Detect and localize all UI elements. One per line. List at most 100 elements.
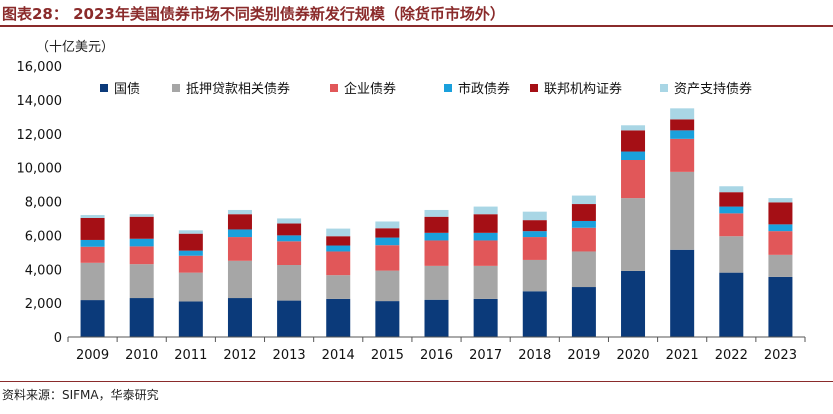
bar-segment-市政债券-2016 [424,232,449,241]
bar-segment-国债-2011 [178,301,203,337]
x-tick-label: 2014 [322,348,355,363]
x-tick-label: 2012 [223,348,256,363]
y-tick-label: 8,000 [25,196,62,211]
bar-segment-国债-2021 [670,249,695,337]
bar-segment-联邦机构证券-2021 [670,119,695,131]
bar-segment-市政债券-2012 [227,229,252,238]
bar-segment-联邦机构证券-2020 [621,130,646,152]
bar-segment-资产支持债券-2011 [178,230,203,234]
bar-segment-抵押贷款相关债券-2017 [473,265,498,299]
legend-label: 抵押贷款相关债券 [186,81,290,97]
bar-segment-市政债券-2010 [129,238,154,247]
legend-label: 国债 [114,82,140,97]
bar-segment-联邦机构证券-2014 [326,236,351,246]
bar-segment-企业债券-2009 [80,246,105,263]
bar-segment-市政债券-2021 [670,130,695,139]
bar-segment-企业债券-2022 [719,213,744,237]
bar-segment-国债-2020 [621,270,646,337]
bar-segment-抵押贷款相关债券-2016 [424,265,449,300]
bar-segment-企业债券-2011 [178,255,203,273]
bar-segment-企业债券-2012 [227,237,252,261]
y-tick-label: 14,000 [17,94,63,109]
bar-segment-企业债券-2015 [375,245,400,271]
bar-segment-资产支持债券-2014 [326,228,351,237]
x-tick-label: 2019 [567,348,600,363]
bar-segment-抵押贷款相关债券-2014 [326,275,351,299]
bar-segment-资产支持债券-2009 [80,215,105,218]
x-tick-label: 2020 [616,348,649,363]
x-tick-label: 2010 [125,348,158,363]
bar-segment-资产支持债券-2015 [375,221,400,229]
bar-segment-国债-2017 [473,298,498,337]
bar-segment-资产支持债券-2020 [621,125,646,131]
bar-segment-国债-2012 [227,298,252,337]
bar-segment-企业债券-2013 [277,241,302,266]
bar-segment-国债-2022 [719,272,744,337]
bar-segment-市政债券-2020 [621,151,646,161]
legend-label: 市政债券 [458,81,510,97]
bar-segment-联邦机构证券-2009 [80,217,105,240]
bar-segment-市政债券-2017 [473,232,498,241]
x-tick-label: 2015 [371,348,404,363]
bar-segment-国债-2015 [375,301,400,337]
bar-segment-国债-2014 [326,298,351,337]
bar-segment-联邦机构证券-2011 [178,233,203,251]
bar-segment-联邦机构证券-2015 [375,228,400,238]
bar-segment-抵押贷款相关债券-2019 [571,251,596,288]
y-tick-label: 16,000 [17,60,63,75]
bar-segment-国债-2023 [768,276,793,337]
bar-segment-联邦机构证券-2017 [473,214,498,233]
y-tick-label: 2,000 [25,297,62,312]
x-tick-label: 2013 [273,348,306,363]
x-tick-label: 2011 [174,348,207,363]
x-tick-label: 2018 [518,348,551,363]
y-axis: 0 2,000 4,000 6,000 8,000 10,000 12,000 14,000 1… [17,60,63,346]
bar-segment-资产支持债券-2022 [719,186,744,193]
bar-segment-市政债券-2023 [768,224,793,232]
legend-swatch-国债 [100,84,108,92]
bar-segment-联邦机构证券-2010 [129,216,154,239]
x-tick-label: 2016 [420,348,453,363]
title-bar: 图表28： 2023年美国债券市场不同类别债券新发行规模（除货币市场外） [0,0,833,27]
bar-segment-联邦机构证券-2016 [424,216,449,233]
bar-segment-抵押贷款相关债券-2012 [227,260,252,299]
bar-segment-企业债券-2019 [571,227,596,252]
x-tick-label: 2021 [666,348,699,363]
bar-segment-联邦机构证券-2022 [719,192,744,207]
legend-swatch-市政债券 [444,84,452,92]
stacked-bar-chart: 0 2,000 4,000 6,000 8,000 10,000 12,000 14,000 1… [17,60,806,363]
x-tick-label: 2023 [764,348,797,363]
source-note: 资料来源：SIFMA，华泰研究 [2,388,159,402]
bar-segment-联邦机构证券-2023 [768,202,793,225]
bar-segment-抵押贷款相关债券-2021 [670,171,695,250]
x-tick-label: 2017 [469,348,502,363]
y-tick-label: 12,000 [17,128,63,143]
bar-segment-抵押贷款相关债券-2009 [80,262,105,301]
bar-segment-企业债券-2010 [129,246,154,265]
bar-segment-抵押贷款相关债券-2013 [277,265,302,301]
bar-segment-国债-2016 [424,299,449,337]
bar-segment-市政债券-2018 [522,231,547,238]
legend: 国债 抵押贷款相关债券 企业债券 市政债券 联邦机构证券 资产支持债券 [100,81,752,97]
legend-swatch-联邦机构证券 [530,84,538,92]
bar-segment-抵押贷款相关债券-2018 [522,259,547,292]
bar-segment-抵押贷款相关债券-2010 [129,264,154,299]
legend-swatch-抵押贷款相关债券 [172,84,180,92]
legend-swatch-企业债券 [330,84,338,92]
legend-label: 资产支持债券 [674,81,752,97]
bar-segment-国债-2009 [80,300,105,337]
bar-segment-市政债券-2015 [375,237,400,246]
unit-label: （十亿美元） [36,40,115,55]
figure-title: 图表28： 2023年美国债券市场不同类别债券新发行规模（除货币市场外） [2,5,505,23]
bar-segment-企业债券-2017 [473,240,498,266]
bar-segment-企业债券-2021 [670,138,695,172]
bar-segment-市政债券-2022 [719,206,744,214]
bar-segment-联邦机构证券-2012 [227,214,252,230]
bar-segment-资产支持债券-2013 [277,218,302,224]
bar-segment-资产支持债券-2023 [768,198,793,203]
bar-segment-市政债券-2009 [80,239,105,247]
y-tick-label: 10,000 [17,162,63,177]
x-tick-label: 2022 [715,348,748,363]
bar-segment-市政债券-2019 [571,220,596,228]
bar-segment-企业债券-2016 [424,240,449,266]
